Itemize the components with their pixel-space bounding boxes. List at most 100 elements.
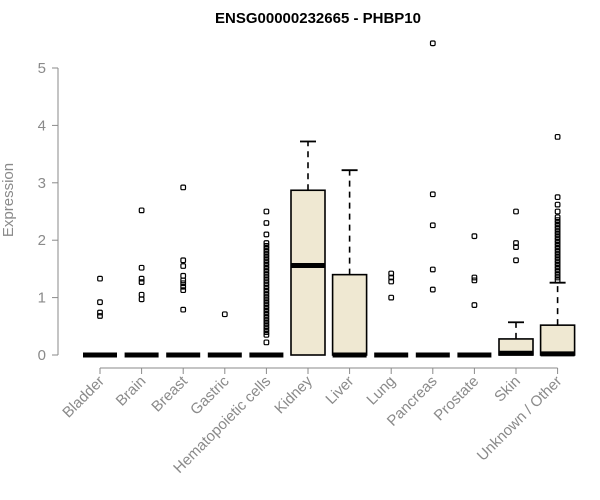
outlier-point bbox=[180, 257, 187, 264]
outlier-point bbox=[554, 274, 561, 281]
box-group bbox=[249, 208, 284, 358]
outlier-point bbox=[263, 274, 270, 281]
outlier-point bbox=[180, 272, 187, 279]
outlier-point bbox=[180, 283, 187, 290]
outlier-point bbox=[263, 326, 270, 333]
outlier-point bbox=[554, 225, 561, 232]
outlier-point bbox=[263, 268, 270, 275]
outlier-point bbox=[554, 268, 561, 275]
outlier-point bbox=[554, 240, 561, 246]
outlier-point bbox=[221, 311, 228, 318]
box-group bbox=[166, 184, 201, 358]
outlier-point bbox=[263, 306, 270, 312]
y-tick-label: 5 bbox=[38, 60, 46, 77]
outlier-point bbox=[429, 222, 436, 229]
x-tick-label: Kidney bbox=[271, 372, 316, 417]
outlier-point bbox=[263, 283, 270, 290]
box bbox=[331, 273, 368, 356]
box-group bbox=[207, 311, 242, 358]
y-tick-label: 4 bbox=[38, 117, 46, 134]
outlier-point bbox=[263, 277, 270, 284]
x-tick-label: Bladder bbox=[59, 373, 108, 422]
box-group bbox=[539, 133, 576, 357]
outlier-point bbox=[554, 214, 561, 221]
outlier-point bbox=[263, 309, 270, 315]
box bbox=[539, 324, 576, 356]
outlier-point bbox=[97, 309, 103, 316]
outlier-point bbox=[554, 266, 561, 272]
outlier-point bbox=[97, 299, 103, 306]
outlier-point bbox=[180, 306, 187, 313]
outlier-point bbox=[388, 270, 395, 277]
box-group bbox=[290, 140, 326, 356]
outlier-point bbox=[180, 287, 187, 294]
outlier-point bbox=[97, 275, 103, 282]
plot-area bbox=[83, 40, 576, 358]
outlier-point bbox=[263, 300, 270, 307]
outlier-point bbox=[263, 245, 270, 252]
outlier-point bbox=[263, 332, 270, 338]
outlier-point bbox=[554, 260, 561, 267]
outlier-point bbox=[138, 264, 145, 271]
outlier-point bbox=[263, 311, 270, 318]
outlier-point bbox=[554, 208, 561, 215]
outlier-point bbox=[554, 263, 561, 269]
box-group bbox=[415, 40, 450, 358]
outlier-point bbox=[263, 220, 270, 226]
outlier-point bbox=[513, 257, 519, 264]
box-group bbox=[498, 208, 534, 356]
outlier-point bbox=[263, 231, 270, 238]
x-tick-label: Liver bbox=[322, 373, 357, 408]
outlier-point bbox=[554, 237, 561, 244]
outlier-point bbox=[97, 313, 103, 319]
box bbox=[290, 189, 326, 356]
outlier-point bbox=[138, 291, 145, 298]
box-group bbox=[124, 207, 159, 358]
outlier-point bbox=[263, 291, 270, 298]
outlier-point bbox=[554, 222, 561, 229]
x-tick-label: Lung bbox=[363, 373, 399, 409]
outlier-point bbox=[263, 317, 270, 324]
outlier-point bbox=[138, 275, 145, 282]
outlier-point bbox=[554, 234, 561, 241]
outlier-point bbox=[263, 286, 270, 292]
x-tick-label: Breast bbox=[148, 372, 191, 415]
outlier-point bbox=[263, 323, 270, 330]
outlier-point bbox=[554, 277, 561, 284]
outlier-point bbox=[138, 207, 145, 214]
outlier-point bbox=[554, 251, 561, 258]
outlier-point bbox=[388, 294, 395, 301]
outlier-point bbox=[263, 248, 270, 255]
outlier-point bbox=[138, 279, 145, 286]
outlier-point bbox=[554, 220, 561, 226]
outlier-point bbox=[263, 339, 270, 346]
outlier-point bbox=[263, 297, 270, 304]
box-group bbox=[83, 275, 117, 358]
outlier-point bbox=[263, 251, 270, 258]
outlier-point bbox=[554, 245, 561, 252]
y-axis-label: Expression bbox=[0, 163, 17, 237]
outlier-point bbox=[263, 288, 270, 295]
x-tick-label: Skin bbox=[491, 373, 524, 406]
outlier-point bbox=[263, 314, 270, 321]
y-tick-label: 3 bbox=[38, 175, 46, 192]
outlier-point bbox=[263, 329, 270, 335]
outlier-point bbox=[263, 303, 270, 310]
outlier-point bbox=[554, 254, 561, 261]
outlier-point bbox=[554, 257, 561, 264]
outlier-point bbox=[554, 228, 561, 235]
outlier-point bbox=[429, 286, 436, 293]
outlier-point bbox=[263, 266, 270, 272]
box-group bbox=[331, 169, 368, 358]
box-group bbox=[374, 270, 409, 358]
y-axis: 0 1 2 3 4 5 bbox=[38, 60, 59, 364]
outlier-point bbox=[554, 133, 561, 140]
outlier-point bbox=[471, 277, 478, 284]
outlier-point bbox=[263, 294, 270, 301]
outlier-point bbox=[554, 271, 561, 278]
outlier-point bbox=[263, 254, 270, 261]
y-tick-label: 2 bbox=[38, 232, 46, 249]
outlier-point bbox=[263, 257, 270, 264]
